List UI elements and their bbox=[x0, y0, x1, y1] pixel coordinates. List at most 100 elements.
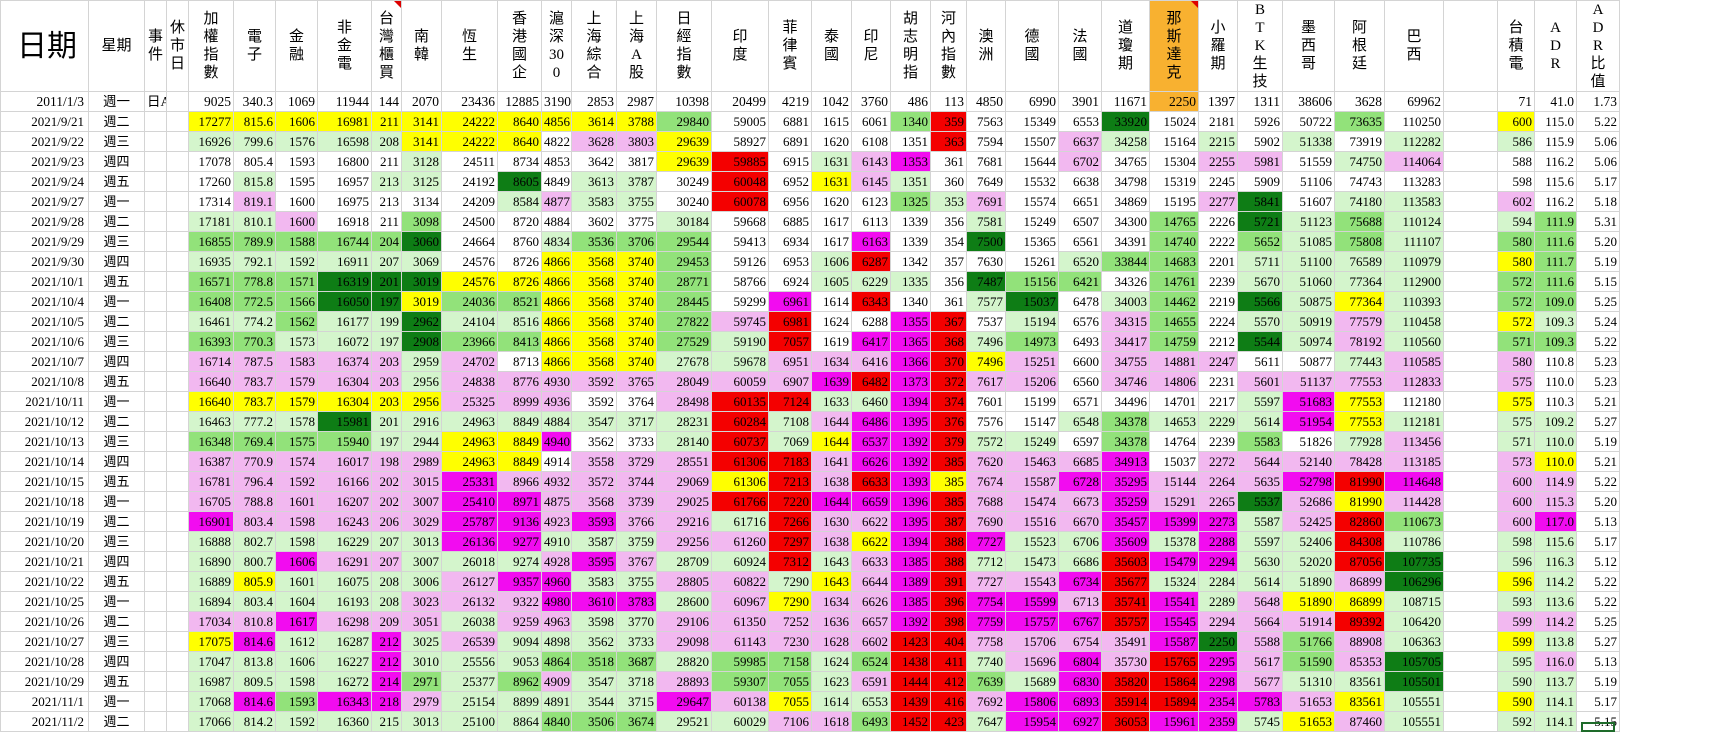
cell[interactable]: 1571 bbox=[275, 271, 318, 292]
cell[interactable]: 52425 bbox=[1282, 511, 1335, 532]
cell[interactable]: 16243 bbox=[317, 511, 372, 532]
cell[interactable]: 2021/11/1 bbox=[0, 691, 89, 712]
cell[interactable]: 16890 bbox=[188, 551, 234, 572]
cell[interactable]: 7496 bbox=[966, 351, 1006, 372]
cell[interactable]: 6885 bbox=[768, 211, 812, 232]
cell[interactable]: 週二 bbox=[88, 111, 145, 132]
cell[interactable]: 34913 bbox=[1101, 451, 1150, 472]
cell[interactable]: 2011/1/3 bbox=[0, 91, 89, 112]
cell[interactable]: 87460 bbox=[1334, 711, 1385, 732]
cell[interactable]: 34378 bbox=[1101, 431, 1150, 452]
cell[interactable]: 週三 bbox=[88, 231, 145, 252]
cell[interactable]: 81990 bbox=[1334, 491, 1385, 512]
cell[interactable]: 3775 bbox=[616, 211, 657, 232]
cell[interactable]: 2212 bbox=[1198, 331, 1238, 352]
cell[interactable]: 51338 bbox=[1282, 131, 1335, 152]
cell[interactable]: 2021/10/18 bbox=[0, 491, 89, 512]
cell[interactable]: 5.22 bbox=[1576, 331, 1620, 352]
cell[interactable]: 3733 bbox=[616, 431, 657, 452]
cell[interactable]: 1598 bbox=[275, 531, 318, 552]
cell[interactable]: 6548 bbox=[1058, 411, 1102, 432]
cell[interactable]: 2021/10/27 bbox=[0, 631, 89, 652]
cell[interactable]: 388 bbox=[930, 531, 967, 552]
cell[interactable]: 404 bbox=[930, 631, 967, 652]
cell[interactable]: 15981 bbox=[317, 411, 372, 432]
cell[interactable]: 814.6 bbox=[233, 631, 276, 652]
cell[interactable]: 9274 bbox=[497, 551, 542, 572]
cell[interactable]: 1395 bbox=[890, 511, 931, 532]
cell[interactable]: 51060 bbox=[1282, 271, 1335, 292]
cell[interactable] bbox=[166, 411, 189, 432]
cell[interactable]: 60737 bbox=[711, 431, 769, 452]
cell[interactable]: 3740 bbox=[616, 351, 657, 372]
cell[interactable]: 1439 bbox=[890, 691, 931, 712]
cell[interactable]: 7572 bbox=[966, 431, 1006, 452]
cell[interactable]: 6728 bbox=[1058, 471, 1102, 492]
cell[interactable]: 4980 bbox=[541, 591, 572, 612]
cell[interactable]: 7577 bbox=[966, 291, 1006, 312]
cell[interactable]: 5.25 bbox=[1576, 291, 1620, 312]
cell[interactable]: 17314 bbox=[188, 191, 234, 212]
column-header-18[interactable]: 泰國 bbox=[811, 0, 852, 92]
cell[interactable]: 35757 bbox=[1101, 611, 1150, 632]
cell[interactable]: 1574 bbox=[275, 451, 318, 472]
cell[interactable]: 30184 bbox=[656, 211, 712, 232]
cell[interactable]: 16017 bbox=[317, 451, 372, 472]
cell[interactable]: 110393 bbox=[1384, 291, 1444, 312]
cell[interactable]: 2021/9/30 bbox=[0, 251, 89, 272]
cell[interactable] bbox=[166, 671, 189, 692]
cell[interactable]: 2021/10/20 bbox=[0, 531, 89, 552]
cell[interactable]: 3518 bbox=[571, 651, 617, 672]
cell[interactable]: 35677 bbox=[1101, 571, 1150, 592]
column-header-34[interactable]: ADR bbox=[1534, 0, 1577, 92]
cell[interactable]: 35730 bbox=[1101, 651, 1150, 672]
cell[interactable] bbox=[1443, 451, 1498, 472]
cell[interactable] bbox=[1443, 571, 1498, 592]
cell[interactable]: 1612 bbox=[275, 631, 318, 652]
cell[interactable]: 3744 bbox=[616, 471, 657, 492]
cell[interactable]: 5635 bbox=[1237, 471, 1283, 492]
cell[interactable]: 50974 bbox=[1282, 331, 1335, 352]
cell[interactable]: 週一 bbox=[88, 291, 145, 312]
cell[interactable]: 15961 bbox=[1149, 711, 1199, 732]
cell[interactable]: 598 bbox=[1497, 531, 1535, 552]
cell[interactable]: 3051 bbox=[401, 611, 442, 632]
cell[interactable]: 1598 bbox=[275, 671, 318, 692]
column-header-16[interactable]: 印度 bbox=[711, 0, 769, 92]
cell[interactable]: 113 bbox=[930, 91, 967, 112]
cell[interactable]: 3134 bbox=[401, 191, 442, 212]
cell[interactable]: 110458 bbox=[1384, 311, 1444, 332]
cell[interactable]: 819.1 bbox=[233, 191, 276, 212]
cell[interactable]: 3128 bbox=[401, 151, 442, 172]
cell[interactable]: 2021/9/23 bbox=[0, 151, 89, 172]
cell[interactable]: 36053 bbox=[1101, 711, 1150, 732]
cell[interactable]: 2224 bbox=[1198, 311, 1238, 332]
cell[interactable]: 3572 bbox=[571, 471, 617, 492]
cell[interactable]: 7496 bbox=[966, 331, 1006, 352]
cell[interactable]: 16957 bbox=[317, 171, 372, 192]
cell[interactable]: 206 bbox=[371, 511, 402, 532]
column-header-7[interactable]: 非金電 bbox=[317, 0, 372, 92]
cell[interactable]: 51890 bbox=[1282, 591, 1335, 612]
cell[interactable]: 2298 bbox=[1198, 671, 1238, 692]
cell[interactable]: 772.5 bbox=[233, 291, 276, 312]
cell[interactable]: 813.8 bbox=[233, 651, 276, 672]
cell[interactable]: 7108 bbox=[768, 411, 812, 432]
cell[interactable]: 34258 bbox=[1101, 131, 1150, 152]
cell[interactable]: 3562 bbox=[571, 631, 617, 652]
cell[interactable]: 9136 bbox=[497, 511, 542, 532]
cell[interactable] bbox=[144, 311, 167, 332]
cell[interactable]: 週四 bbox=[88, 551, 145, 572]
cell[interactable]: 1643 bbox=[811, 571, 852, 592]
cell[interactable]: 6651 bbox=[1058, 191, 1102, 212]
cell[interactable]: 60138 bbox=[711, 691, 769, 712]
cell[interactable]: 15144 bbox=[1149, 471, 1199, 492]
cell[interactable]: 1355 bbox=[890, 311, 931, 332]
cell[interactable]: 3901 bbox=[1058, 91, 1102, 112]
cell[interactable]: 1583 bbox=[275, 351, 318, 372]
cell[interactable]: 114428 bbox=[1384, 491, 1444, 512]
cell[interactable]: 201 bbox=[371, 411, 402, 432]
cell[interactable]: 3759 bbox=[616, 531, 657, 552]
cell[interactable]: 5.15 bbox=[1576, 271, 1620, 292]
cell[interactable]: 7537 bbox=[966, 311, 1006, 332]
